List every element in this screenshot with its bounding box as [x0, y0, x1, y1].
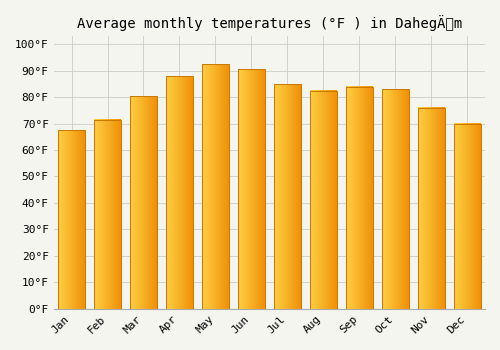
Bar [238, 69, 265, 309]
Title: Average monthly temperatures (°F ) in DahegÄm: Average monthly temperatures (°F ) in Da… [76, 15, 462, 31]
Bar [58, 130, 85, 309]
Bar [130, 96, 157, 309]
Bar [382, 89, 408, 309]
Bar [166, 76, 193, 309]
Bar [202, 64, 229, 309]
Bar [454, 124, 480, 309]
Bar [418, 108, 444, 309]
Bar [346, 86, 372, 309]
Bar [274, 84, 301, 309]
Bar [94, 120, 121, 309]
Bar [310, 91, 336, 309]
